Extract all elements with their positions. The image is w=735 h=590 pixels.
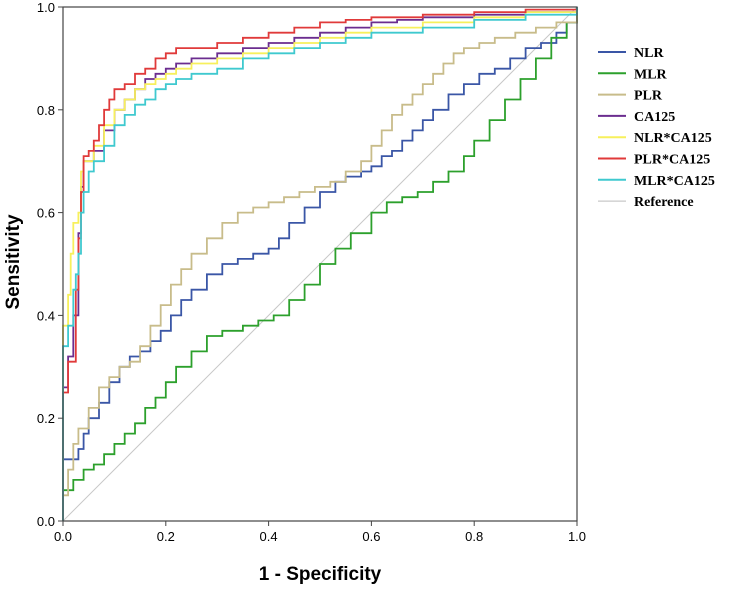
legend-label-plr: PLR <box>634 89 663 104</box>
axes: 0.0 0.2 0.4 0.6 0.8 1.0 0.0 0.2 0.4 0.6 0.8 1.0 <box>37 0 586 544</box>
x-tick-label: 0.4 <box>260 529 278 544</box>
x-tick-label: 0.0 <box>54 529 72 544</box>
series-line-nlr-ca125 <box>62 7 578 521</box>
legend-label-nlr: NLR <box>634 46 664 61</box>
series-line-mlr-ca125 <box>62 7 578 521</box>
y-tick-label: 0.6 <box>37 206 55 221</box>
series-line-mlr <box>62 7 578 521</box>
series-line-plr-ca125 <box>62 7 578 521</box>
y-tick-label: 0.0 <box>37 514 55 529</box>
x-axis-title: 1 - Specificity <box>259 564 382 585</box>
series-line-plr <box>62 7 578 521</box>
legend-label-mlr: MLR <box>634 67 668 82</box>
legend-label-mlr-ca125: MLR*CA125 <box>634 174 715 189</box>
y-tick-label: 0.4 <box>37 308 55 323</box>
plot-frame <box>62 6 578 522</box>
x-tick-label: 1.0 <box>568 529 586 544</box>
plot-area <box>62 6 578 522</box>
x-tick-label: 0.2 <box>157 529 175 544</box>
legend-label-plr-ca125: PLR*CA125 <box>634 153 710 168</box>
y-tick-label: 1.0 <box>37 0 55 15</box>
legend-label-reference: Reference <box>634 195 694 210</box>
y-tick-label: 0.8 <box>37 103 55 118</box>
x-tick-label: 0.8 <box>465 529 483 544</box>
y-tick-label: 0.2 <box>37 411 55 426</box>
y-axis-title: Sensitivity <box>3 214 24 309</box>
legend: NLR MLR PLR CA125 NLR*CA125 PLR*CA125 MLR*CA12… <box>598 46 715 210</box>
x-tick-label: 0.6 <box>362 529 380 544</box>
legend-label-ca125: CA125 <box>634 110 675 125</box>
legend-label-nlr-ca125: NLR*CA125 <box>634 131 712 146</box>
